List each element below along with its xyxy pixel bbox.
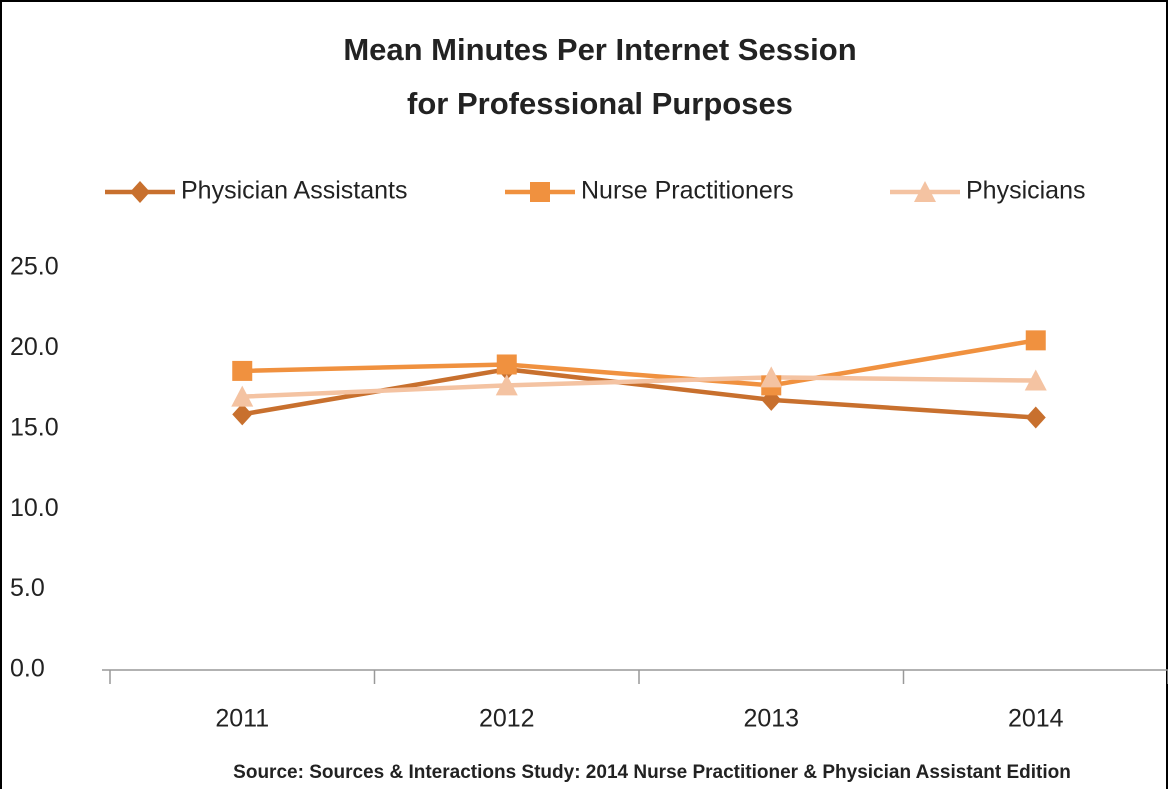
y-tick-label: 15.0 <box>10 413 59 441</box>
legend-label: Nurse Practitioners <box>581 177 794 205</box>
data-point <box>1024 369 1047 391</box>
data-point <box>231 385 254 407</box>
legend-label: Physicians <box>966 177 1086 205</box>
data-point <box>1025 406 1046 429</box>
legend-marker <box>914 181 936 202</box>
series-line <box>242 375 1036 399</box>
y-tick-label: 10.0 <box>10 494 59 522</box>
chart-title: Mean Minutes Per Internet Session <box>343 32 856 67</box>
x-tick-label: 2012 <box>479 705 535 733</box>
data-point <box>232 360 253 381</box>
data-point <box>1025 330 1046 351</box>
x-tick-label: 2011 <box>215 705 269 733</box>
legend-label: Physician Assistants <box>181 177 408 205</box>
y-tick-label: 20.0 <box>10 333 59 361</box>
y-tick-label: 25.0 <box>10 253 59 281</box>
series-line <box>242 338 1037 388</box>
data-point <box>495 374 518 396</box>
x-tick-label: 2014 <box>1008 705 1064 733</box>
y-tick-label: 5.0 <box>10 574 45 602</box>
legend-marker <box>530 182 550 202</box>
data-point <box>496 354 517 375</box>
source-note: Source: Sources & Interactions Study: 20… <box>233 762 1071 783</box>
legend-marker <box>130 181 150 203</box>
data-point <box>232 403 253 426</box>
x-tick-label: 2013 <box>743 705 799 733</box>
y-tick-label: 0.0 <box>10 655 45 683</box>
chart-title: for Professional Purposes <box>407 86 793 121</box>
data-point <box>760 366 783 388</box>
